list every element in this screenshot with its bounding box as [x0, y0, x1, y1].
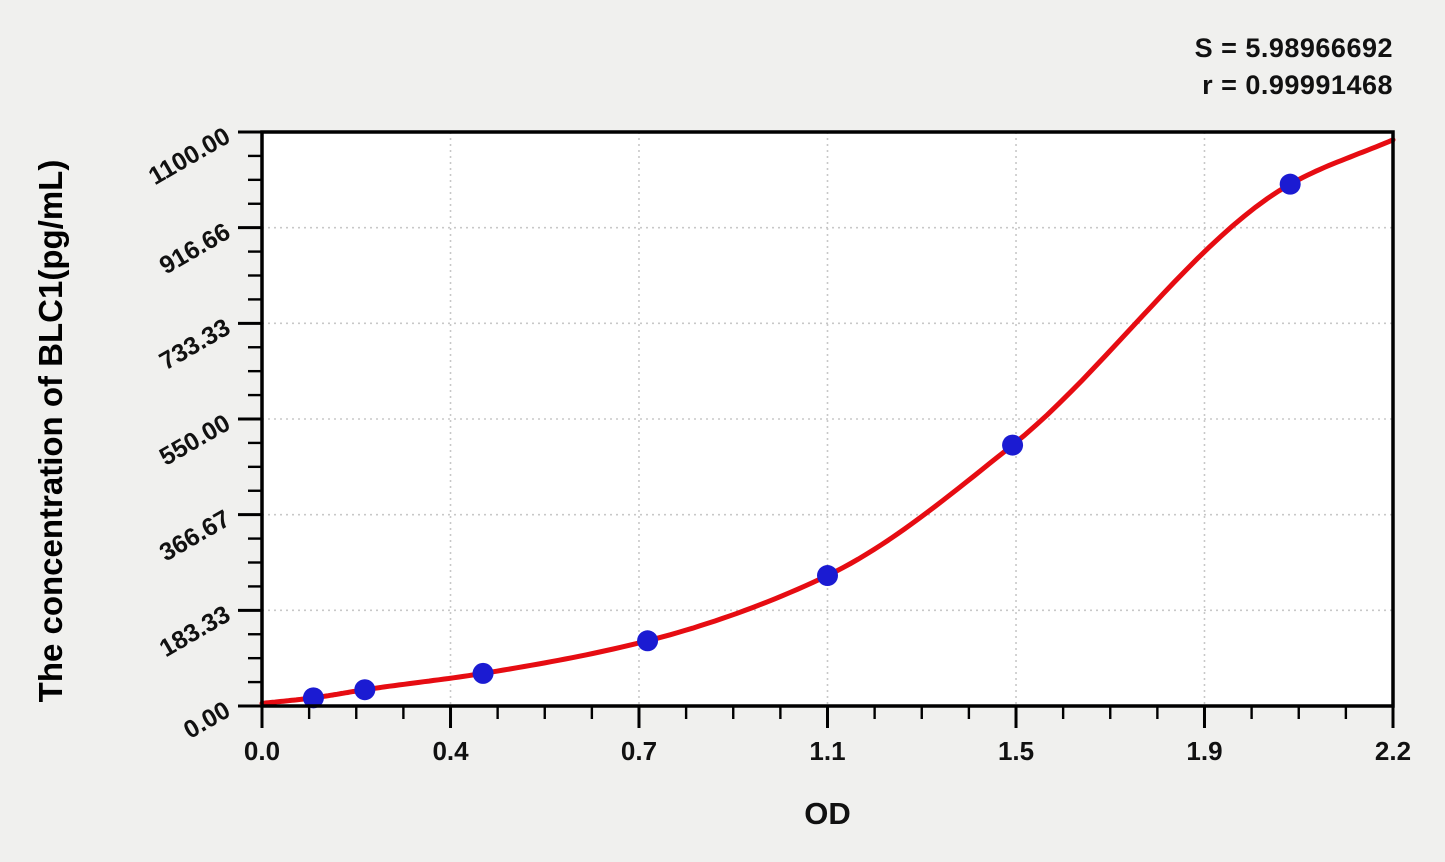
y-tick-label: 0.00: [179, 696, 235, 745]
x-tick-label: 2.2: [1375, 736, 1411, 766]
fit-statistics: S = 5.98966692 r = 0.99991468: [1195, 30, 1393, 104]
y-tick-label: 1100.00: [144, 122, 235, 191]
x-tick-label: 1.5: [998, 736, 1034, 766]
fit-r-value: r = 0.99991468: [1202, 70, 1393, 100]
data-point: [302, 687, 324, 709]
fit-s-value: S = 5.98966692: [1194, 33, 1393, 63]
data-point: [637, 630, 659, 652]
plot-frame: [260, 130, 1395, 708]
y-tick-label: 550.00: [155, 409, 235, 471]
data-point: [1279, 173, 1301, 195]
x-tick-label: 1.9: [1186, 736, 1222, 766]
data-point: [1002, 434, 1024, 456]
x-tick-label: 0.7: [621, 736, 657, 766]
x-tick-label: 1.1: [809, 736, 845, 766]
x-tick-label: 0.4: [432, 736, 469, 766]
data-point: [472, 662, 494, 684]
y-tick-label: 183.33: [155, 600, 235, 662]
data-point: [354, 679, 376, 701]
x-tick-label: 0.0: [244, 736, 280, 766]
y-tick-label: 366.67: [155, 505, 235, 567]
y-tick-label: 916.66: [155, 218, 235, 280]
y-tick-label: 733.33: [155, 313, 235, 375]
data-point: [817, 565, 838, 587]
x-axis-title: OD: [804, 796, 851, 831]
